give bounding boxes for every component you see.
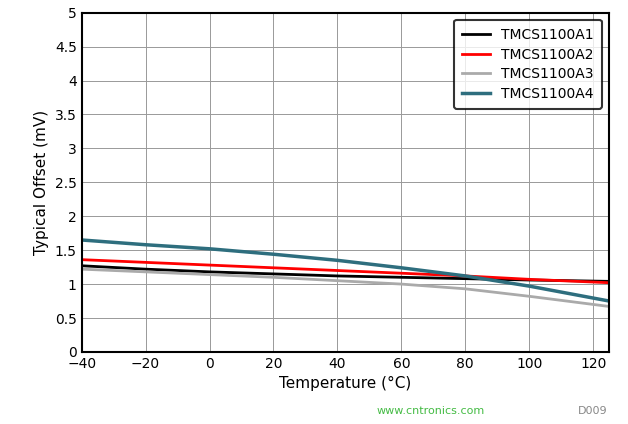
TMCS1100A4 bbox=[78, 237, 85, 243]
TMCS1100A2 bbox=[398, 271, 405, 276]
TMCS1100A3 bbox=[333, 278, 341, 283]
TMCS1100A2 bbox=[526, 277, 533, 282]
TMCS1100A1 bbox=[398, 275, 405, 280]
Line: TMCS1100A1: TMCS1100A1 bbox=[82, 266, 609, 282]
TMCS1100A4 bbox=[269, 252, 277, 257]
TMCS1100A4 bbox=[605, 298, 613, 304]
Line: TMCS1100A3: TMCS1100A3 bbox=[82, 269, 609, 307]
TMCS1100A2 bbox=[78, 257, 85, 262]
TMCS1100A2 bbox=[206, 262, 214, 268]
TMCS1100A2 bbox=[142, 260, 149, 265]
TMCS1100A4 bbox=[462, 273, 469, 279]
TMCS1100A4 bbox=[333, 258, 341, 263]
TMCS1100A1 bbox=[78, 263, 85, 268]
TMCS1100A4 bbox=[142, 242, 149, 247]
TMCS1100A1 bbox=[333, 273, 341, 279]
TMCS1100A2 bbox=[605, 280, 613, 285]
TMCS1100A1 bbox=[526, 277, 533, 282]
TMCS1100A1 bbox=[462, 276, 469, 281]
TMCS1100A3 bbox=[462, 286, 469, 291]
Line: TMCS1100A2: TMCS1100A2 bbox=[82, 259, 609, 283]
X-axis label: Temperature (°C): Temperature (°C) bbox=[279, 377, 411, 391]
TMCS1100A3 bbox=[269, 275, 277, 280]
Text: www.cntronics.com: www.cntronics.com bbox=[377, 405, 485, 416]
TMCS1100A3 bbox=[605, 304, 613, 309]
TMCS1100A1 bbox=[605, 279, 613, 284]
TMCS1100A3 bbox=[398, 282, 405, 287]
Line: TMCS1100A4: TMCS1100A4 bbox=[82, 240, 609, 301]
TMCS1100A2 bbox=[333, 268, 341, 273]
TMCS1100A3 bbox=[526, 294, 533, 299]
TMCS1100A3 bbox=[206, 272, 214, 277]
Y-axis label: Typical Offset (mV): Typical Offset (mV) bbox=[34, 110, 49, 255]
TMCS1100A4 bbox=[526, 284, 533, 289]
TMCS1100A4 bbox=[206, 246, 214, 251]
Legend: TMCS1100A1, TMCS1100A2, TMCS1100A3, TMCS1100A4: TMCS1100A1, TMCS1100A2, TMCS1100A3, TMCS… bbox=[454, 20, 602, 109]
TMCS1100A1 bbox=[206, 269, 214, 274]
TMCS1100A3 bbox=[142, 269, 149, 274]
TMCS1100A3 bbox=[78, 267, 85, 272]
TMCS1100A2 bbox=[462, 273, 469, 279]
TMCS1100A2 bbox=[269, 265, 277, 271]
TMCS1100A1 bbox=[142, 267, 149, 272]
Text: D009: D009 bbox=[578, 405, 607, 416]
TMCS1100A1 bbox=[269, 271, 277, 276]
TMCS1100A4 bbox=[398, 265, 405, 271]
